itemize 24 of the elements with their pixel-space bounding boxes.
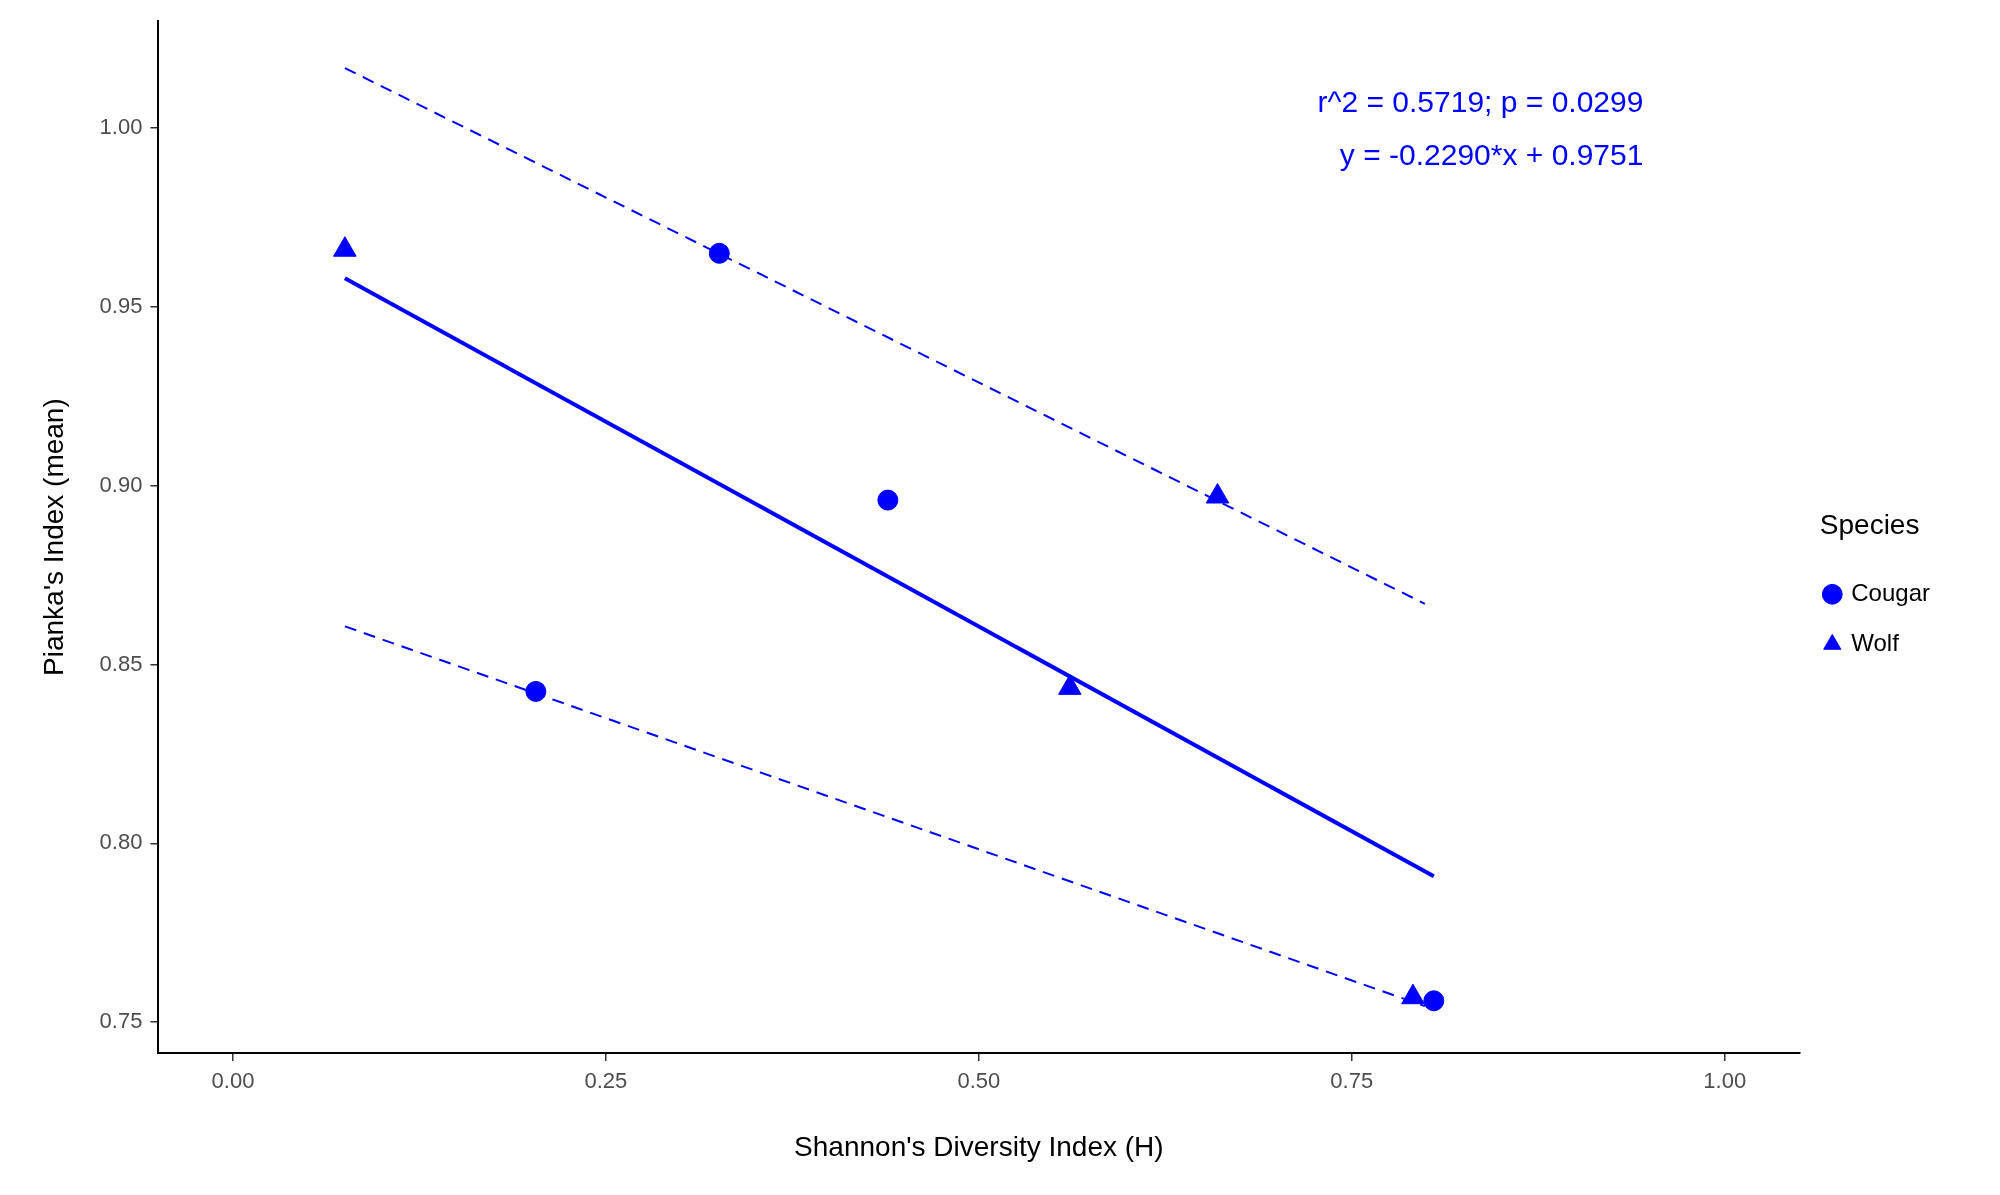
legend-label: Wolf: [1851, 628, 1900, 656]
legend-title: Species: [1819, 509, 1920, 541]
point: [1423, 990, 1445, 1012]
point: [525, 680, 547, 702]
y-tick-label: 0.85: [99, 650, 143, 676]
y-tick-label: 0.80: [99, 829, 143, 855]
y-tick-label: 0.75: [99, 1008, 143, 1034]
y-tick-label: 1.00: [99, 114, 143, 140]
point: [333, 236, 357, 257]
point: [708, 242, 730, 264]
x-tick-label: 0.50: [957, 1068, 1001, 1094]
y-axis-title: Pianka's Index (mean): [37, 398, 69, 676]
annotation: y = -0.2290*x + 0.9751: [1339, 138, 1644, 172]
legend-label: Cougar: [1851, 578, 1931, 606]
y-tick-label: 0.90: [99, 471, 143, 497]
x-axis-title: Shannon's Diversity Index (H): [794, 1130, 1164, 1162]
x-tick-label: 1.00: [1703, 1068, 1747, 1094]
y-tick-label: 0.95: [99, 293, 143, 319]
x-tick-label: 0.75: [1330, 1068, 1374, 1094]
x-tick-label: 0.00: [211, 1068, 255, 1094]
point: [1205, 483, 1230, 504]
annotation: r^2 = 0.5719; p = 0.0299: [1317, 85, 1644, 119]
x-tick-label: 0.25: [584, 1068, 628, 1094]
point: [877, 489, 899, 511]
